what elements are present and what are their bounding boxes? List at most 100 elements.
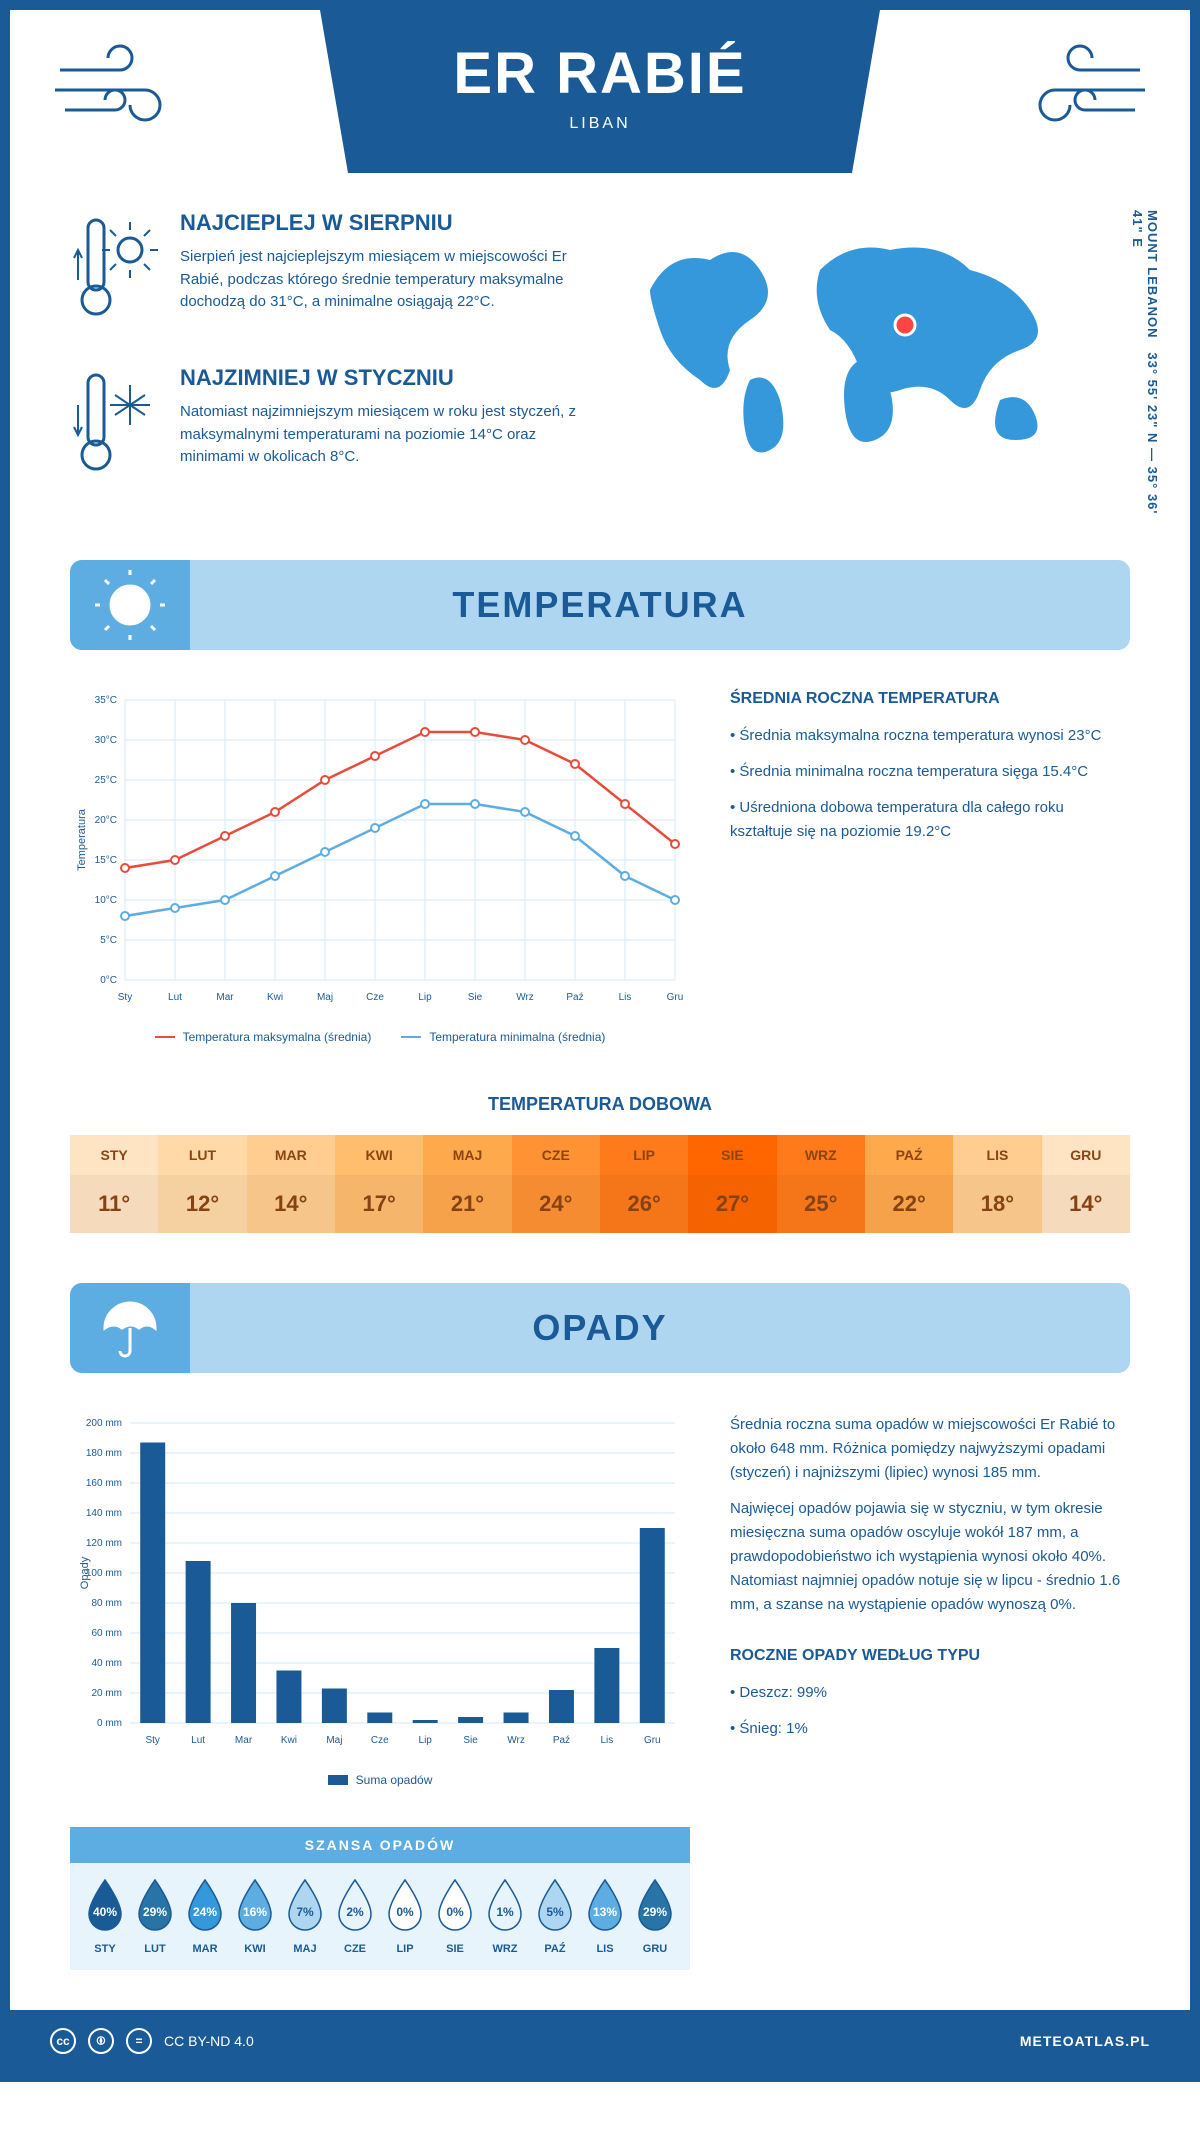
- precip-legend: Suma opadów: [70, 1773, 690, 1787]
- svg-text:Lip: Lip: [418, 992, 432, 1003]
- svg-text:140 mm: 140 mm: [86, 1508, 122, 1519]
- precip-text: Średnia roczna suma opadów w miejscowośc…: [730, 1413, 1130, 1485]
- fact-hot-title: NAJCIEPLEJ W SIERPNIU: [180, 210, 580, 236]
- svg-text:0%: 0%: [396, 1905, 414, 1919]
- license-text: CC BY-ND 4.0: [164, 2033, 254, 2049]
- svg-text:60 mm: 60 mm: [91, 1628, 122, 1639]
- daily-cell: GRU14°: [1042, 1135, 1130, 1233]
- chance-title: SZANSA OPADÓW: [70, 1827, 690, 1863]
- page-subtitle: LIBAN: [340, 115, 860, 133]
- svg-text:Sie: Sie: [468, 992, 483, 1003]
- chance-drop: 13% LIS: [580, 1878, 630, 1955]
- fact-cold-title: NAJZIMNIEJ W STYCZNIU: [180, 365, 580, 391]
- temp-side-title: ŚREDNIA ROCZNA TEMPERATURA: [730, 690, 1130, 708]
- precip-type-bullet: • Deszcz: 99%: [730, 1681, 1130, 1705]
- precip-chance-table: SZANSA OPADÓW 40% STY 29% LUT 24% MAR 16…: [70, 1827, 690, 1970]
- fact-hot-text: NAJCIEPLEJ W SIERPNIU Sierpień jest najc…: [180, 210, 580, 335]
- svg-text:30°C: 30°C: [95, 735, 117, 746]
- chance-drop: 1% WRZ: [480, 1878, 530, 1955]
- umbrella-icon: [70, 1283, 190, 1373]
- temp-legend: Temperatura maksymalna (średnia) Tempera…: [70, 1030, 690, 1044]
- svg-text:Lut: Lut: [168, 992, 182, 1003]
- svg-text:15°C: 15°C: [95, 855, 117, 866]
- header: ER RABIÉ LIBAN: [10, 10, 1190, 190]
- svg-text:Maj: Maj: [326, 1735, 342, 1746]
- svg-text:160 mm: 160 mm: [86, 1478, 122, 1489]
- svg-text:0 mm: 0 mm: [97, 1718, 122, 1729]
- svg-text:Mar: Mar: [235, 1735, 253, 1746]
- precip-title: OPADY: [190, 1307, 1130, 1349]
- svg-text:40%: 40%: [93, 1905, 117, 1919]
- facts: NAJCIEPLEJ W SIERPNIU Sierpień jest najc…: [70, 210, 580, 520]
- fact-hot: NAJCIEPLEJ W SIERPNIU Sierpień jest najc…: [70, 210, 580, 335]
- page-title: ER RABIÉ: [340, 40, 860, 107]
- temp-bullet: • Średnia minimalna roczna temperatura s…: [730, 760, 1130, 784]
- chance-drop: 24% MAR: [180, 1878, 230, 1955]
- daily-title: TEMPERATURA DOBOWA: [10, 1094, 1190, 1115]
- chance-drop: 29% LUT: [130, 1878, 180, 1955]
- svg-text:Opady: Opady: [79, 1556, 91, 1589]
- precip-chart: 0 mm20 mm40 mm60 mm80 mm100 mm120 mm140 …: [70, 1413, 690, 1787]
- svg-text:Kwi: Kwi: [281, 1735, 297, 1746]
- by-icon: 🅯: [88, 2028, 114, 2054]
- svg-text:7%: 7%: [296, 1905, 314, 1919]
- svg-text:0°C: 0°C: [100, 975, 117, 986]
- svg-text:120 mm: 120 mm: [86, 1538, 122, 1549]
- svg-text:Temperatura: Temperatura: [76, 808, 88, 871]
- fact-cold-text: NAJZIMNIEJ W STYCZNIU Natomiast najzimni…: [180, 365, 580, 490]
- chance-drop: 5% PAŹ: [530, 1878, 580, 1955]
- chance-drop: 29% GRU: [630, 1878, 680, 1955]
- daily-cell: MAR14°: [247, 1135, 335, 1233]
- svg-text:Wrz: Wrz: [507, 1735, 525, 1746]
- svg-text:Maj: Maj: [317, 992, 333, 1003]
- page: ER RABIÉ LIBAN NAJCIEPLEJ W SIERPNIU Sie…: [0, 0, 1200, 2082]
- svg-text:Paź: Paź: [553, 1735, 570, 1746]
- map-box: MOUNT LEBANON 33° 55' 23" N — 35° 36' 41…: [620, 210, 1130, 520]
- chance-drop: 0% LIP: [380, 1878, 430, 1955]
- svg-text:35°C: 35°C: [95, 695, 117, 706]
- daily-cell: LIP26°: [600, 1135, 688, 1233]
- daily-cell: CZE24°: [512, 1135, 600, 1233]
- svg-text:Lip: Lip: [419, 1735, 433, 1746]
- daily-cell: KWI17°: [335, 1135, 423, 1233]
- precip-side: Średnia roczna suma opadów w miejscowośc…: [730, 1413, 1130, 1787]
- svg-text:0%: 0%: [446, 1905, 464, 1919]
- temp-chart: 0°C5°C10°C15°C20°C25°C30°C35°CStyLutMarK…: [70, 690, 690, 1044]
- coordinates: MOUNT LEBANON 33° 55' 23" N — 35° 36' 41…: [1130, 210, 1160, 520]
- svg-text:2%: 2%: [346, 1905, 364, 1919]
- daily-cell: WRZ25°: [777, 1135, 865, 1233]
- svg-text:24%: 24%: [193, 1905, 217, 1919]
- thermometer-hot-icon: [70, 210, 160, 335]
- svg-text:16%: 16%: [243, 1905, 267, 1919]
- temp-bullet: • Średnia maksymalna roczna temperatura …: [730, 724, 1130, 748]
- chance-drop: 0% SIE: [430, 1878, 480, 1955]
- chance-drop: 40% STY: [80, 1878, 130, 1955]
- precip-text: Najwięcej opadów pojawia się w styczniu,…: [730, 1497, 1130, 1617]
- svg-text:180 mm: 180 mm: [86, 1448, 122, 1459]
- svg-text:10°C: 10°C: [95, 895, 117, 906]
- chance-drop: 16% KWI: [230, 1878, 280, 1955]
- fact-cold: NAJZIMNIEJ W STYCZNIU Natomiast najzimni…: [70, 365, 580, 490]
- svg-text:Gru: Gru: [644, 1735, 661, 1746]
- daily-cell: PAŹ22°: [865, 1135, 953, 1233]
- temp-bullet: • Uśredniona dobowa temperatura dla całe…: [730, 796, 1130, 844]
- svg-text:Lut: Lut: [191, 1735, 205, 1746]
- svg-text:20 mm: 20 mm: [91, 1688, 122, 1699]
- chance-drop: 7% MAJ: [280, 1878, 330, 1955]
- daily-cell: SIE27°: [688, 1135, 776, 1233]
- svg-text:29%: 29%: [143, 1905, 167, 1919]
- svg-text:Cze: Cze: [366, 992, 384, 1003]
- daily-temp-table: STY11°LUT12°MAR14°KWI17°MAJ21°CZE24°LIP2…: [70, 1135, 1130, 1233]
- svg-text:40 mm: 40 mm: [91, 1658, 122, 1669]
- daily-cell: STY11°: [70, 1135, 158, 1233]
- location-marker-icon: [895, 315, 915, 335]
- svg-text:Paź: Paź: [566, 992, 583, 1003]
- sun-icon: [70, 560, 190, 650]
- wind-icon: [50, 40, 190, 145]
- fact-cold-body: Natomiast najzimniejszym miesiącem w rok…: [180, 401, 580, 469]
- title-box: ER RABIÉ LIBAN: [320, 10, 880, 173]
- svg-text:Gru: Gru: [667, 992, 684, 1003]
- fact-hot-body: Sierpień jest najcieplejszym miesiącem w…: [180, 246, 580, 314]
- legend-sum: Suma opadów: [328, 1773, 433, 1787]
- svg-text:1%: 1%: [496, 1905, 514, 1919]
